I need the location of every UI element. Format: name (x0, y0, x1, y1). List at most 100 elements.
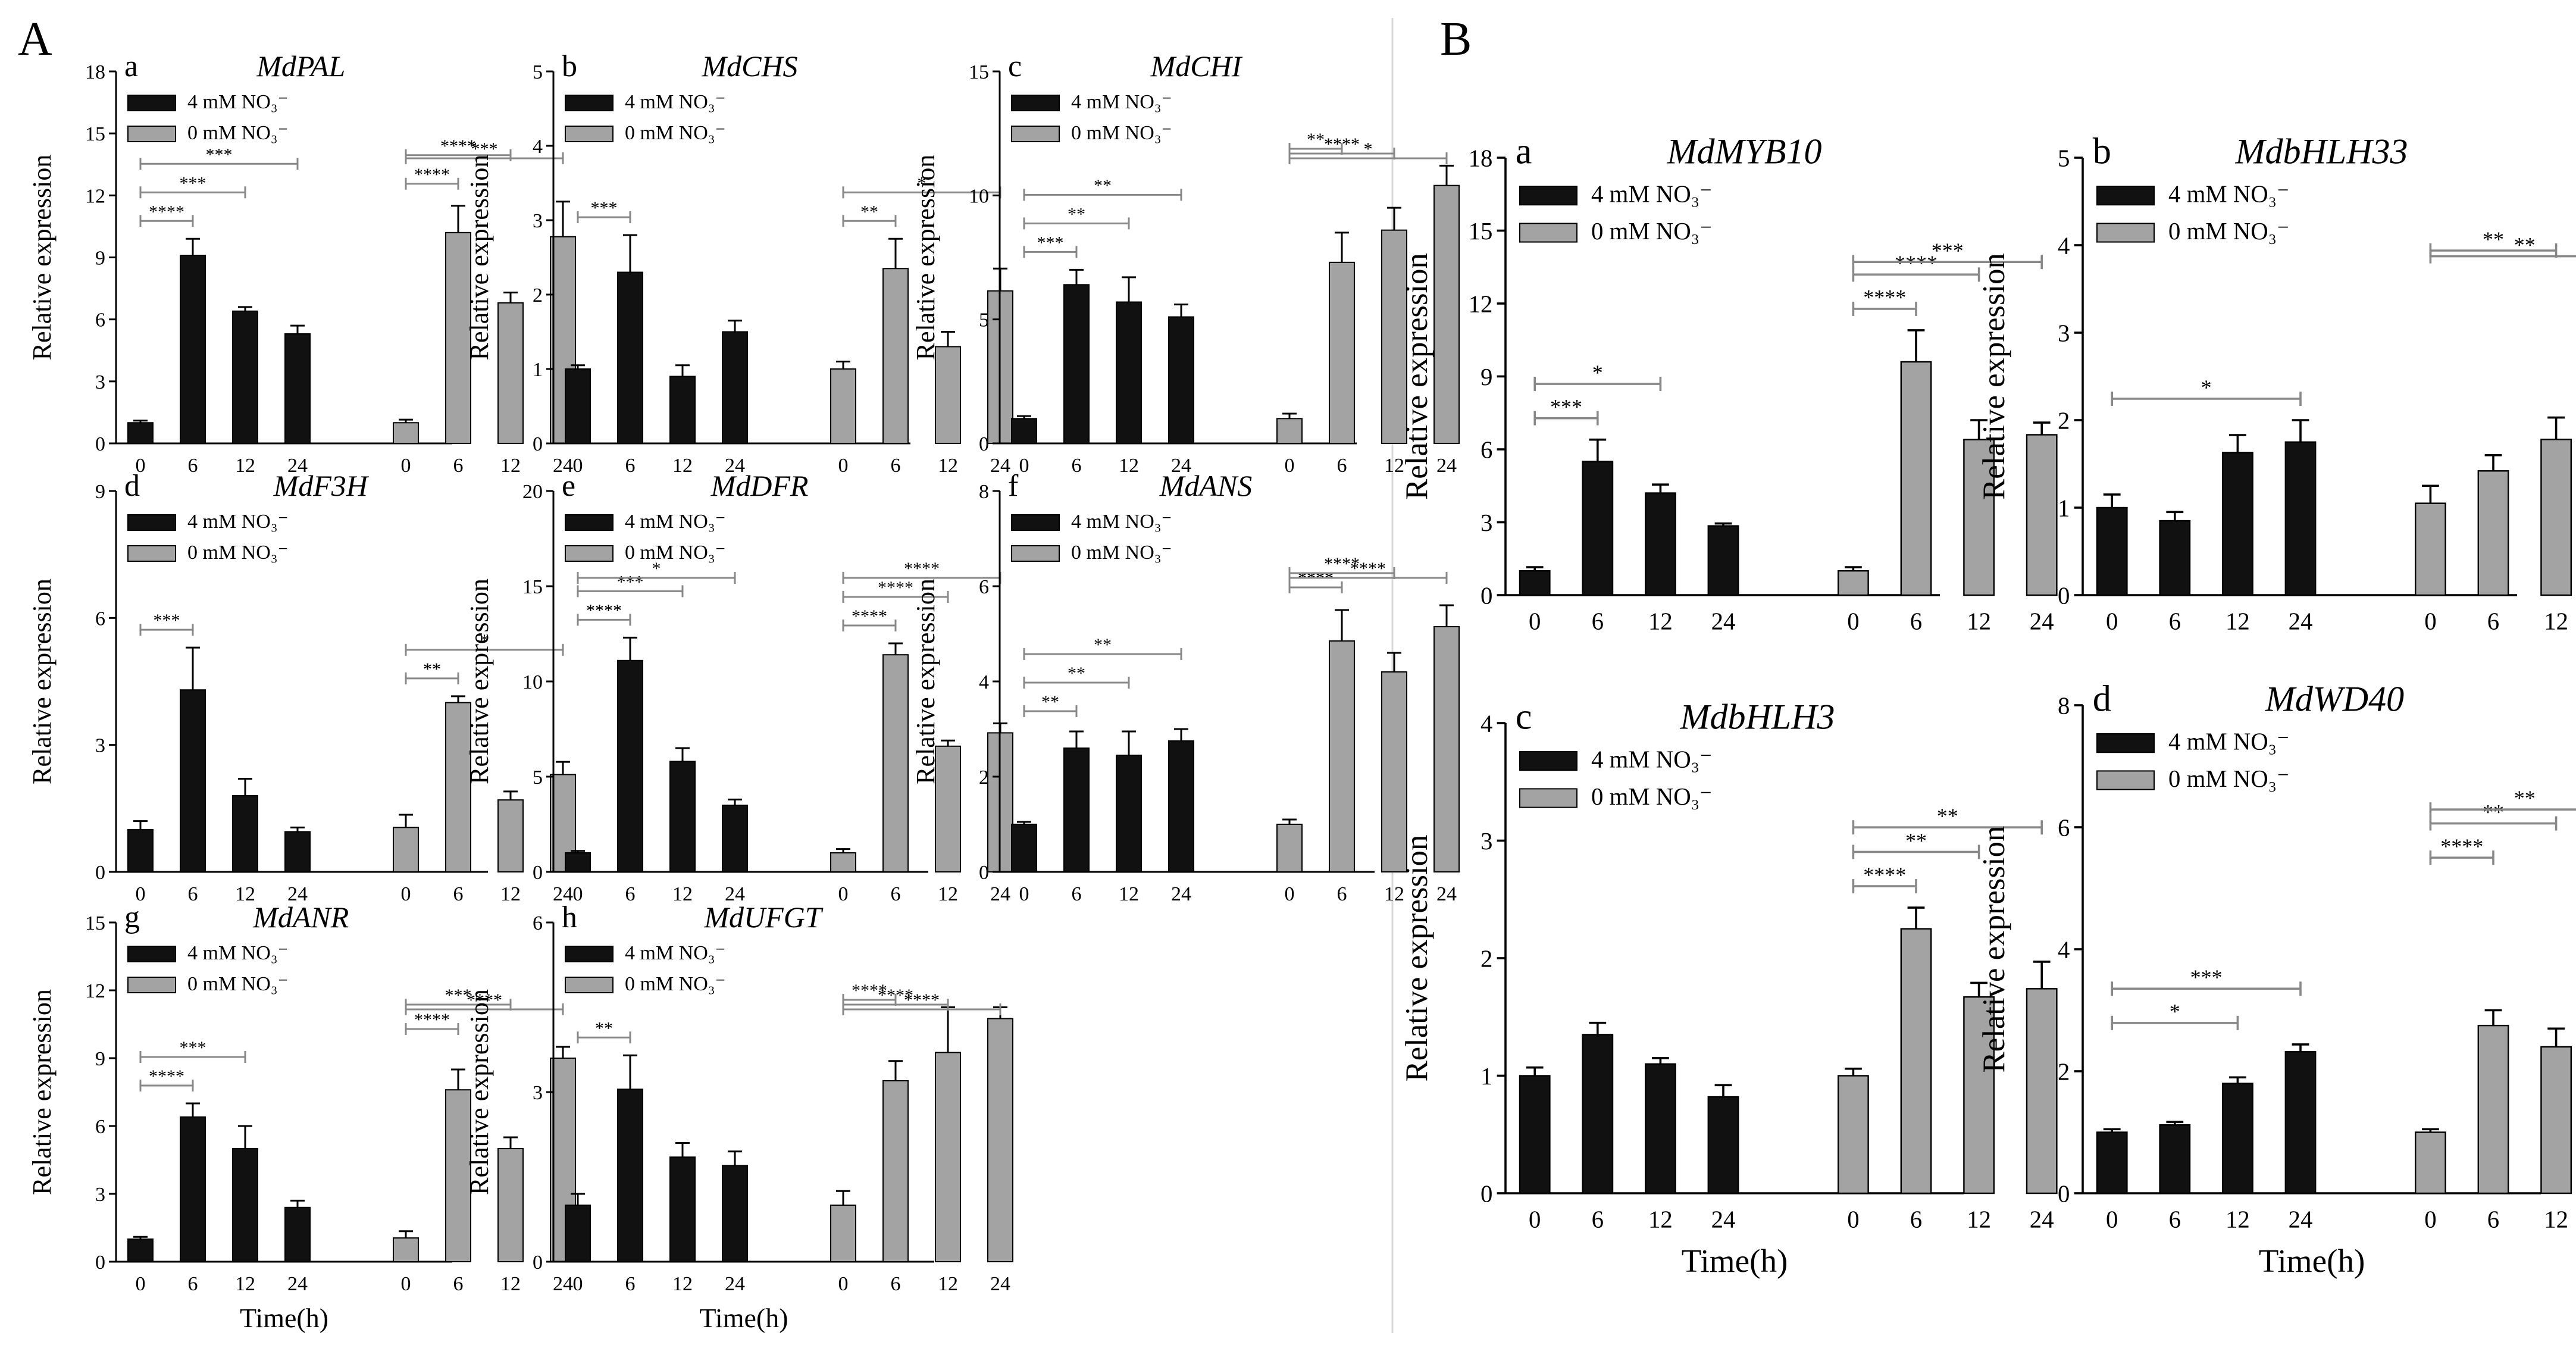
legend-label-0mM: 0 mM NO₃⁻ (1071, 122, 1172, 144)
panel-title: MdMYB10 (1667, 132, 1822, 171)
sig-label: **** (852, 981, 887, 1000)
bar-4mM (1168, 316, 1194, 444)
legend-label-0mM: 0 mM NO₃⁻ (187, 973, 289, 995)
legend-swatch-0mM (565, 545, 614, 562)
legend-swatch-4mM (1011, 95, 1060, 111)
x-tick-label: 0 (2424, 608, 2436, 635)
y-tick-label: 1 (1481, 1063, 1492, 1090)
x-tick-label: 12 (235, 883, 255, 905)
panel-title: MdPAL (256, 49, 345, 83)
sig-label: * (2201, 376, 2212, 399)
bar-4mM (722, 331, 748, 444)
y-tick-label: 0 (95, 433, 105, 455)
legend-label-4mM: 4 mM NO₃⁻ (1071, 511, 1172, 533)
legend-swatch-4mM (2096, 186, 2155, 206)
sig-label: ** (2483, 800, 2504, 824)
x-tick-label: 12 (2544, 1206, 2568, 1233)
bar-4mM (127, 1238, 154, 1262)
legend-swatch-0mM (2096, 223, 2155, 243)
x-tick-label: 24 (990, 455, 1010, 477)
y-tick-label: 3 (2058, 320, 2070, 346)
y-tick-label: 8 (2058, 692, 2070, 719)
x-tick-label: 24 (553, 1273, 573, 1295)
y-tick-label: 1 (2058, 495, 2070, 521)
y-tick-label: 0 (95, 1252, 105, 1274)
bar-4mM (1116, 755, 1142, 872)
x-tick-label: 6 (625, 455, 636, 477)
bar-0mM (497, 302, 524, 444)
sig-label: **** (149, 1066, 184, 1086)
x-tick-label: 24 (553, 455, 573, 477)
bar-0mM (935, 346, 961, 444)
y-tick-label: 10 (522, 671, 543, 693)
chart-panel-B_a: 0 3 6 9 12 15 18 Relative expression a MdMYB10 4 m… (1400, 131, 2058, 635)
legend-label-0mM: 0 mM NO₃⁻ (187, 542, 289, 564)
panel-title: MdCHI (1150, 49, 1243, 83)
bar-0mM (1900, 928, 1932, 1194)
panel-title: MdANR (252, 900, 349, 934)
x-tick-label: 12 (1119, 455, 1139, 477)
bar-4mM (284, 831, 311, 873)
x-tick-label: 0 (401, 1273, 411, 1295)
sig-label: *** (180, 173, 206, 193)
y-tick-label: 8 (979, 481, 989, 503)
y-tick-label: 15 (85, 123, 105, 145)
bar-0mM (445, 702, 471, 872)
x-tick-label: 0 (1285, 455, 1295, 477)
sig-label: * (480, 631, 489, 650)
panel-letter: h (562, 900, 577, 934)
legend-swatch-4mM (1519, 751, 1577, 771)
y-tick-label: 2 (533, 284, 543, 306)
panel-letter: c (1008, 49, 1022, 83)
legend-swatch-4mM (565, 514, 614, 531)
x-tick-label: 0 (401, 883, 411, 905)
x-tick-label: 12 (235, 1273, 255, 1295)
x-tick-label: 0 (1529, 608, 1541, 635)
y-tick-label: 6 (1481, 436, 1492, 463)
y-tick-label: 12 (85, 980, 105, 1002)
bar-4mM (127, 422, 154, 444)
bar-4mM (565, 368, 591, 444)
sig-label: **** (1895, 251, 1938, 275)
bar-0mM (1963, 439, 1995, 596)
bar-0mM (882, 268, 909, 444)
x-tick-label: 12 (1648, 608, 1673, 635)
x-tick-label: 24 (725, 883, 745, 905)
x-tick-label: 6 (188, 883, 198, 905)
legend-swatch-0mM (2096, 770, 2155, 790)
sig-label: **** (1324, 135, 1360, 154)
y-tick-label: 18 (85, 61, 105, 83)
bar-0mM (393, 422, 419, 444)
bar-0mM (445, 1089, 471, 1262)
y-tick-label: 0 (1481, 582, 1492, 609)
bar-4mM (284, 333, 311, 444)
x-tick-label: 6 (188, 1273, 198, 1295)
y-tick-label: 9 (95, 481, 105, 503)
x-tick-label: 12 (1967, 608, 1991, 635)
bar-4mM (669, 1156, 696, 1262)
bar-0mM (2540, 1046, 2572, 1194)
sig-label: ** (1068, 204, 1085, 224)
chart-panel-A_h: 0 3 6 Relative expression h MdUFGT 4 mM NO₃⁻ 0 … (465, 900, 1013, 1333)
legend-swatch-4mM (127, 514, 176, 531)
x-tick-label: 0 (838, 883, 849, 905)
x-tick-label: 6 (453, 1273, 464, 1295)
sig-label: ** (2514, 786, 2536, 810)
y-axis-label: Relative expression (465, 155, 494, 361)
y-tick-label: 3 (95, 371, 105, 393)
legend-swatch-0mM (1011, 126, 1060, 142)
y-tick-label: 4 (2058, 232, 2070, 259)
y-tick-label: 15 (969, 61, 989, 83)
sig-label: ** (1905, 828, 1927, 852)
panel-letter: b (2093, 131, 2111, 172)
x-tick-label: 0 (1285, 883, 1295, 905)
bar-4mM (2221, 1083, 2253, 1194)
legend-label-4mM: 4 mM NO₃⁻ (187, 91, 289, 113)
sig-label: ** (1937, 804, 1958, 828)
x-tick-label: 24 (1171, 883, 1191, 905)
x-tick-label: 0 (573, 883, 583, 905)
sig-label: ** (1041, 692, 1059, 712)
legend-swatch-0mM (127, 545, 176, 562)
